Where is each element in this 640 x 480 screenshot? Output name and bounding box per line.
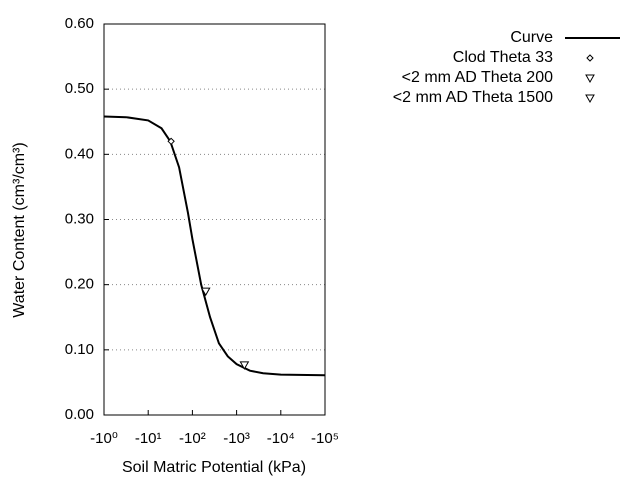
y-tick-label: 0.10 [65,341,94,358]
legend-marker [585,94,595,104]
y-tick-label: 0.00 [65,406,94,423]
legend-label: Curve [510,29,553,46]
legend-label: Clod Theta 33 [453,49,553,66]
x-tick-label: -10³ [223,430,250,447]
x-tick-label: -10⁰ [90,430,118,447]
x-tick-label: -10² [179,430,206,447]
x-tick-label: -10⁵ [311,430,339,447]
curve [103,115,326,377]
y-tick-label: 0.20 [65,276,94,293]
x-tick-label: -10⁴ [267,430,295,447]
y-tick-label: 0.60 [65,15,94,32]
marker [200,287,211,297]
y-tick-label: 0.30 [65,210,94,227]
y-tick-label: 0.40 [65,145,94,162]
legend-label: <2 mm AD Theta 1500 [393,89,553,106]
x-axis-label: Soil Matric Potential (kPa) [122,459,306,476]
y-tick-label: 0.50 [65,80,94,97]
plot-frame [103,23,326,416]
legend-marker [586,54,594,62]
marker [167,137,175,146]
marker [239,361,250,370]
y-axis-label: Water Content (cm³/cm³) [11,142,28,317]
legend-marker [585,74,595,84]
x-tick-label: -10¹ [135,430,162,447]
legend-label: <2 mm AD Theta 200 [402,69,553,86]
